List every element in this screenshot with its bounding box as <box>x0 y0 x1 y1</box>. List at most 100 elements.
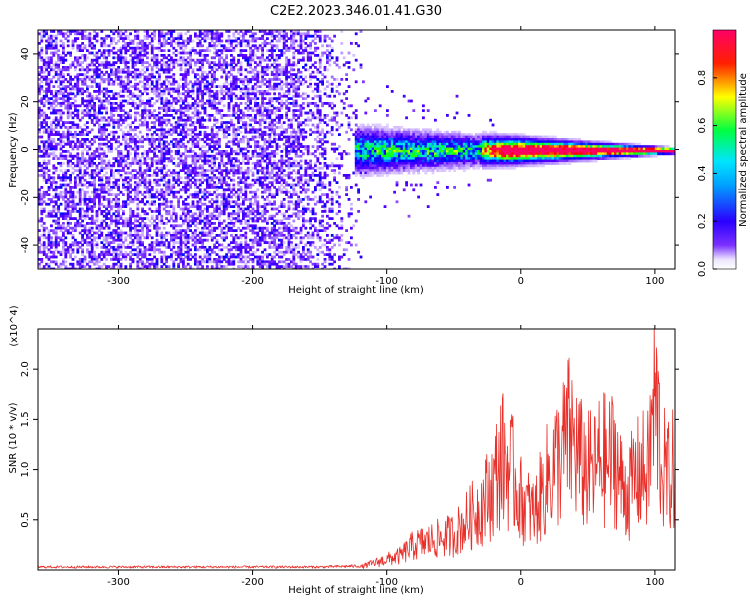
heatmap-cell <box>246 123 250 127</box>
heatmap-cell <box>155 66 159 69</box>
heatmap-cell <box>191 222 195 225</box>
heatmap-cell <box>150 68 154 72</box>
heatmap-cell <box>146 87 149 91</box>
heatmap-cell <box>138 248 142 252</box>
heatmap-cell <box>160 171 164 175</box>
heatmap-cell <box>148 164 152 168</box>
heatmap-cell <box>203 118 207 122</box>
heatmap-cell <box>160 169 164 172</box>
heatmap-cell <box>50 30 53 33</box>
heatmap-cell <box>98 265 101 268</box>
heatmap-cell <box>227 109 231 112</box>
heatmap-cell <box>230 82 233 86</box>
heatmap-cell <box>143 66 147 69</box>
heatmap-cell <box>126 49 130 52</box>
heatmap-cell <box>227 217 231 220</box>
heatmap-cell <box>54 212 58 216</box>
heatmap-cell <box>81 219 84 223</box>
heatmap-cell <box>225 246 228 249</box>
heatmap-cell <box>141 154 144 158</box>
heatmap-cell <box>119 85 123 88</box>
heatmap-cell <box>69 80 72 84</box>
heatmap-cell <box>74 133 77 136</box>
heatmap-cell <box>136 42 140 45</box>
heatmap-cell <box>110 90 113 93</box>
heatmap-cell <box>76 90 80 93</box>
heatmap-cell <box>160 106 164 110</box>
heatmap-cell <box>59 116 63 120</box>
heatmap-cell <box>208 61 212 64</box>
heatmap-cell <box>179 154 183 158</box>
heatmap-cell <box>146 164 149 168</box>
heatmap-cell <box>222 198 226 201</box>
heatmap-cell <box>76 87 80 91</box>
heatmap-cell <box>201 238 204 242</box>
heatmap-cell <box>196 73 200 76</box>
heatmap-cell <box>93 195 96 199</box>
heatmap-cell <box>148 248 152 252</box>
heatmap-cell <box>150 73 154 76</box>
heatmap-cell <box>134 30 137 33</box>
heatmap-cell <box>136 34 140 38</box>
heatmap-cell <box>45 121 48 124</box>
heatmap-cell <box>42 234 46 237</box>
heatmap-cell <box>198 222 202 225</box>
heatmap-cell <box>93 111 96 115</box>
heatmap-cell <box>232 58 236 62</box>
heatmap-cell <box>74 210 77 213</box>
heatmap-cell <box>83 214 87 218</box>
heatmap-cell <box>165 198 168 201</box>
heatmap-cell <box>86 243 89 247</box>
heatmap-cell <box>167 157 171 160</box>
heatmap-cell <box>160 138 164 141</box>
heatmap-cell <box>146 80 149 84</box>
heatmap-cell <box>203 157 207 160</box>
heatmap-cell <box>160 217 164 220</box>
heatmap-cell <box>222 121 226 124</box>
heatmap-cell <box>107 123 111 127</box>
heatmap-cell <box>119 243 123 247</box>
heatmap-cell <box>78 44 82 48</box>
heatmap-cell <box>98 97 101 100</box>
heatmap-cell <box>117 150 120 153</box>
heatmap-cell <box>146 258 149 261</box>
heatmap-cell <box>86 121 89 124</box>
heatmap-cell <box>105 135 108 139</box>
heatmap-cell <box>174 214 178 218</box>
heatmap-cell <box>150 188 154 192</box>
heatmap-cell <box>100 99 104 103</box>
heatmap-cell <box>177 39 180 43</box>
heatmap-cell <box>206 126 209 129</box>
heatmap-cell <box>227 157 231 160</box>
heatmap-cell <box>98 176 101 180</box>
heatmap-cell <box>45 63 48 67</box>
heatmap-cell <box>90 58 94 62</box>
heatmap-cell <box>110 138 113 141</box>
heatmap-cell <box>134 224 137 228</box>
heatmap-cell <box>66 94 70 98</box>
heatmap-cell <box>167 92 171 96</box>
heatmap-cell <box>129 234 132 237</box>
heatmap-cell <box>162 142 166 146</box>
heatmap-cell <box>165 258 168 261</box>
heatmap-cell <box>218 207 221 211</box>
heatmap-cell <box>191 159 195 163</box>
heatmap-cell <box>160 68 164 72</box>
heatmap-cell <box>71 133 75 136</box>
heatmap-cell <box>194 152 197 156</box>
heatmap-cell <box>165 70 168 74</box>
heatmap-cell <box>47 78 51 81</box>
heatmap-cell <box>57 97 60 100</box>
heatmap-cell <box>239 34 243 38</box>
heatmap-cell <box>174 128 178 132</box>
heatmap-cell <box>95 255 99 259</box>
heatmap-cell <box>138 58 142 62</box>
heatmap-cell <box>64 87 68 91</box>
heatmap-cell <box>232 82 236 86</box>
heatmap-cell <box>213 169 216 172</box>
heatmap-cell <box>189 178 192 182</box>
heatmap-cell <box>129 207 132 211</box>
heatmap-cell <box>105 99 108 103</box>
heatmap-cell <box>189 94 192 98</box>
heatmap-cell <box>165 118 168 122</box>
